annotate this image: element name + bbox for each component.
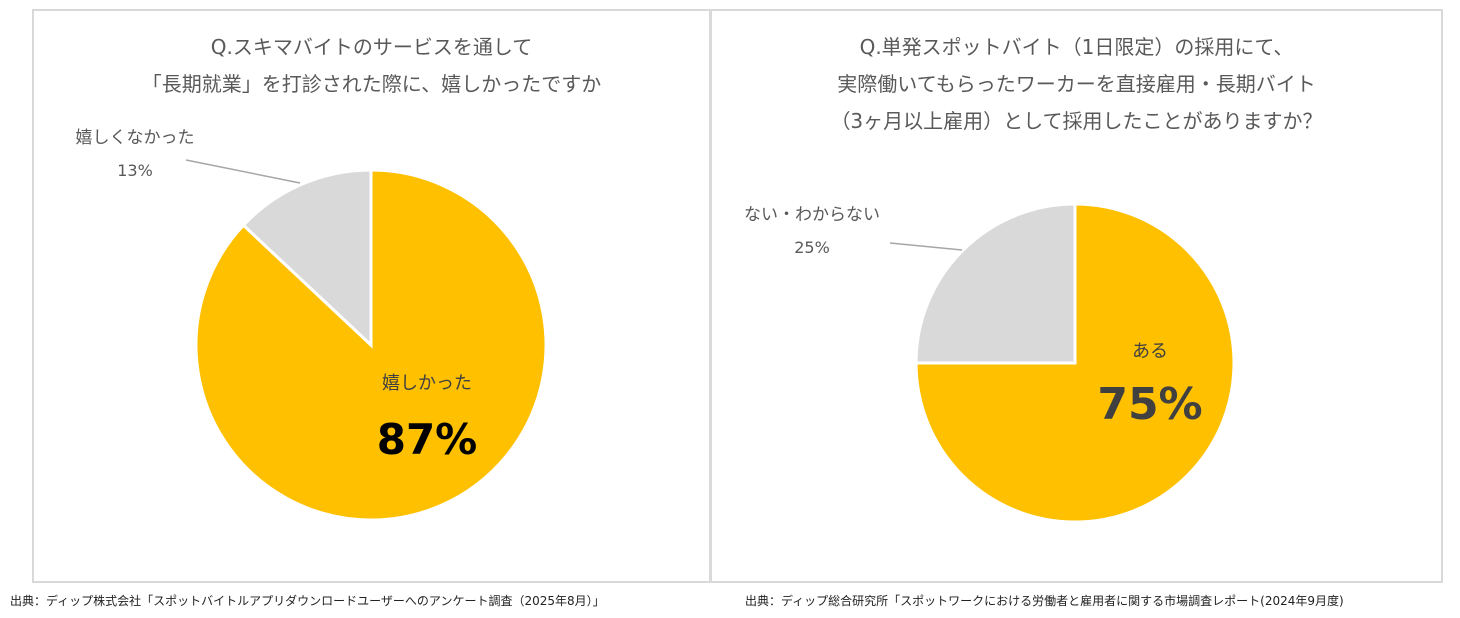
pie-slice-1 — [241, 168, 373, 349]
slice-label: ある — [1132, 341, 1168, 362]
source-note: 出典：ディップ総合研究所「スポットワークにおける労働者と雇用者に関する市場調査レ… — [745, 594, 1344, 608]
slice-value: 13% — [117, 161, 153, 180]
leader-line — [889, 242, 963, 251]
slice-label: 嬉しくなかった — [76, 128, 195, 148]
chart-title: Q.単発スポットバイト（1日限定）の採用にて、 実際働いてもらったワーカーを直接… — [712, 29, 1441, 140]
slice-value: 75% — [1097, 379, 1202, 430]
pie-left — [194, 168, 548, 522]
title-line: Q.スキマバイトのサービスを通して — [210, 35, 533, 59]
title-line: Q.単発スポットバイト（1日限定）の採用にて、 — [859, 35, 1294, 59]
slice-label: ない・わからない — [744, 205, 880, 225]
slice-value: 87% — [377, 415, 478, 464]
leader-line — [185, 159, 301, 184]
pie-right — [914, 202, 1236, 524]
pie-slice-1 — [914, 202, 1077, 365]
title-line: 実際働いてもらったワーカーを直接雇用・長期バイト — [837, 72, 1316, 96]
slice-label: 嬉しかった — [382, 373, 472, 394]
chart-title: Q.スキマバイトのサービスを通して 「長期就業」を打診された際に、嬉しかったです… — [34, 29, 709, 103]
title-line: 「長期就業」を打診された際に、嬉しかったですか — [141, 72, 602, 96]
slice-value: 25% — [794, 238, 830, 257]
title-line: （3ヶ月以上雇用）として採用したことがありますか？ — [830, 109, 1323, 133]
source-note: 出典：ディップ株式会社「スポットバイトルアプリダウンロードユーザーへのアンケート… — [10, 594, 605, 608]
